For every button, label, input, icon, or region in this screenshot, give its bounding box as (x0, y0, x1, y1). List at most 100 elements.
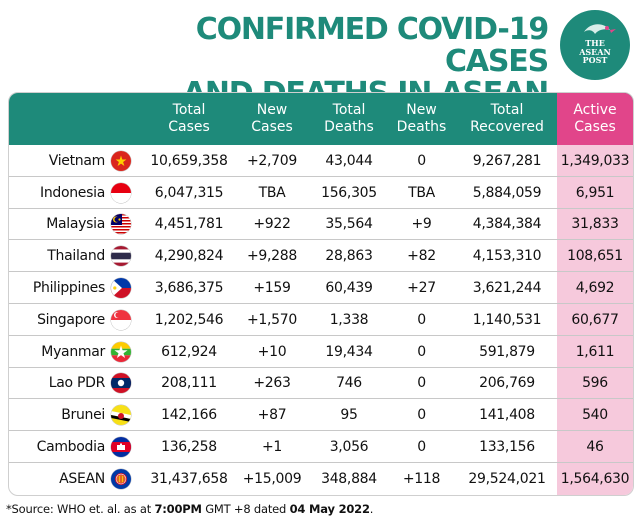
philippines-flag-icon (111, 278, 131, 299)
header-total-recovered: Total Recovered (470, 102, 544, 135)
table-row-singapore: Singapore 1,202,546 +1,570 1,338 0 1,140… (9, 304, 633, 336)
header-active-cases: Active Cases (557, 93, 633, 145)
laos-flag-icon (111, 373, 131, 394)
new-deaths-value: 0 (417, 343, 426, 360)
logo-text-asean: ASEAN (579, 46, 611, 57)
total-recovered-value: 4,153,310 (472, 248, 542, 265)
header-country (9, 93, 99, 145)
header-total-cases: Total Cases (168, 102, 210, 135)
active-cases-value: 108,651 (567, 248, 623, 265)
total-deaths-value: 43,044 (325, 152, 373, 169)
total-cases-value: 208,111 (161, 375, 217, 392)
total-cases-value: 6,047,315 (154, 184, 224, 201)
table-row-vietnam: Vietnam 10,659,358 +2,709 43,044 0 9,267… (9, 145, 633, 177)
total-deaths-value: 95 (340, 407, 358, 424)
active-cases-value: 1,564,630 (560, 470, 630, 487)
total-cases-value: 1,202,546 (154, 311, 224, 328)
country-name: Cambodia (36, 439, 106, 456)
active-cases-value: 1,611 (575, 343, 615, 360)
new-deaths-value: 0 (417, 311, 426, 328)
total-recovered-value: 206,769 (479, 375, 535, 392)
active-cases-value: 596 (582, 375, 608, 392)
country-name: Indonesia (39, 184, 105, 201)
total-recovered-value: 5,884,059 (472, 184, 542, 201)
total-cases-value: 4,451,781 (154, 216, 224, 233)
country-name: Lao PDR (48, 375, 106, 392)
total-cases-value: 4,290,824 (154, 248, 224, 265)
new-cases-value: +1 (261, 439, 283, 456)
total-cases-value: 10,659,358 (150, 152, 228, 169)
new-deaths-value: TBA (408, 184, 435, 201)
new-cases-value: +10 (257, 343, 287, 360)
new-deaths-value: +118 (402, 470, 441, 487)
total-cases-value: 136,258 (161, 439, 217, 456)
logo-text-the: THE (585, 38, 605, 49)
new-deaths-value: 0 (417, 407, 426, 424)
covid-table: Total Cases New Cases Total Deaths New Death… (8, 92, 634, 496)
table-row-lao-pdr: Lao PDR 208,111 +263 746 0 206,769 596 (9, 368, 633, 400)
total-recovered-value: 3,621,244 (472, 280, 542, 297)
vietnam-flag-icon (111, 150, 131, 171)
active-cases-column-bg (557, 145, 633, 495)
total-recovered-value: 29,524,021 (468, 470, 546, 487)
myanmar-flag-icon (111, 341, 131, 362)
new-cases-value: TBA (258, 184, 286, 201)
new-cases-value: +15,009 (242, 470, 302, 487)
table-header: Total Cases New Cases Total Deaths New Death… (9, 93, 633, 145)
table-row-brunei: Brunei 142,166 +87 95 0 141,408 540 (9, 399, 633, 432)
header-new-cases: New Cases (251, 102, 293, 135)
new-cases-value: +159 (253, 280, 291, 297)
total-cases-value: 142,166 (161, 407, 217, 424)
thailand-flag-icon (111, 246, 131, 267)
table-row-philippines: Philippines 3,686,375 +159 60,439 +27 3,… (9, 272, 633, 304)
country-name: ASEAN (59, 470, 105, 487)
active-cases-value: 540 (582, 407, 608, 424)
active-cases-value: 6,951 (575, 184, 615, 201)
active-cases-value: 60,677 (571, 311, 619, 328)
brunei-flag-icon (111, 405, 131, 426)
new-cases-value: +2,709 (246, 152, 297, 169)
total-deaths-value: 156,305 (321, 184, 377, 201)
total-deaths-value: 348,884 (321, 470, 377, 487)
new-deaths-value: +82 (407, 248, 436, 265)
country-name: Vietnam (48, 152, 106, 169)
header-total-deaths: Total Deaths (324, 102, 374, 135)
indonesia-flag-icon (111, 182, 131, 203)
country-name: Singapore (37, 311, 105, 328)
total-recovered-value: 141,408 (479, 407, 535, 424)
new-deaths-value: +9 (411, 216, 432, 233)
table-row-asean: ASEAN 31,437,658 +15,009 348,884 +118 29… (9, 463, 633, 495)
new-cases-value: +9,288 (246, 248, 297, 265)
new-cases-value: +263 (253, 375, 291, 392)
malaysia-flag-icon (111, 214, 131, 235)
total-cases-value: 31,437,658 (150, 470, 228, 487)
active-cases-value: 1,349,033 (560, 152, 630, 169)
table-row-thailand: Thailand 4,290,824 +9,288 28,863 +82 4,1… (9, 240, 633, 273)
cambodia-flag-icon (111, 437, 131, 458)
total-cases-value: 3,686,375 (154, 280, 224, 297)
active-cases-value: 31,833 (571, 216, 619, 233)
table-row-cambodia: Cambodia 136,258 +1 3,056 0 133,156 46 (9, 431, 633, 463)
total-deaths-value: 35,564 (325, 216, 373, 233)
active-cases-value: 46 (586, 439, 604, 456)
total-recovered-value: 9,267,281 (472, 152, 542, 169)
total-cases-value: 612,924 (161, 343, 217, 360)
new-deaths-value: 0 (417, 375, 426, 392)
new-cases-value: +922 (253, 216, 291, 233)
new-cases-value: +1,570 (246, 311, 297, 328)
total-deaths-value: 19,434 (325, 343, 373, 360)
logo-text-post: POST (582, 55, 608, 66)
country-name: Malaysia (46, 216, 105, 233)
bird-logo-icon (584, 24, 616, 34)
title-line-1: CONFIRMED COVID-19 CASES (195, 12, 549, 79)
new-deaths-value: +27 (407, 280, 436, 297)
total-deaths-value: 3,056 (329, 439, 369, 456)
total-recovered-value: 4,384,384 (472, 216, 542, 233)
singapore-flag-icon (111, 309, 131, 330)
total-recovered-value: 133,156 (479, 439, 535, 456)
country-name: Thailand (47, 248, 105, 265)
asean-flag-icon (111, 468, 131, 489)
country-name: Brunei (61, 407, 105, 424)
table-row-malaysia: Malaysia 4,451,781 +922 35,564 +9 4,384,… (9, 209, 633, 241)
country-name: Myanmar (41, 343, 105, 360)
